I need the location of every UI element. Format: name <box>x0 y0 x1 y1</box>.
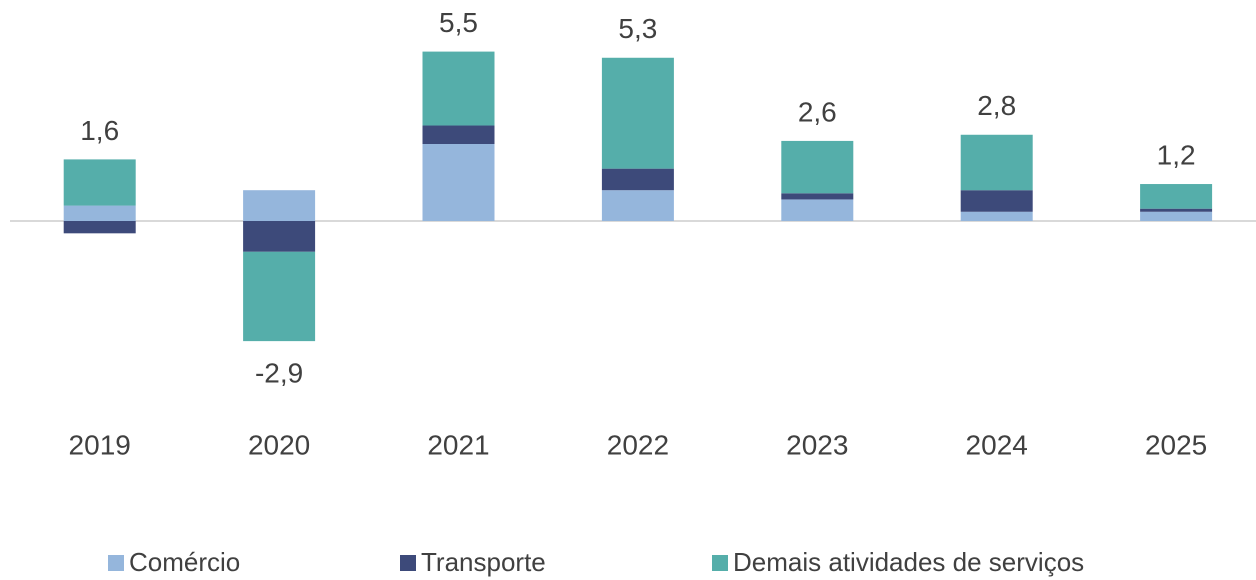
bar-segment <box>781 199 854 221</box>
bar-segment <box>422 144 495 221</box>
bar-segment <box>1140 211 1213 221</box>
x-tick-label: 2021 <box>427 429 489 460</box>
bar-segment <box>960 211 1033 221</box>
bar-segment <box>243 221 316 252</box>
x-tick-label: 2025 <box>1145 429 1207 460</box>
legend-label: Comércio <box>129 547 240 577</box>
legend-swatch <box>108 555 124 571</box>
bar-segment <box>601 57 674 169</box>
bar-segment <box>63 221 136 234</box>
bar-segment <box>243 251 316 342</box>
legend-label: Demais atividades de serviços <box>733 547 1084 577</box>
bar-segment <box>63 159 136 206</box>
bar-segment <box>960 190 1033 212</box>
legend-swatch <box>712 555 728 571</box>
bar-segment <box>601 190 674 221</box>
total-label: 1,6 <box>80 115 119 146</box>
total-label: 5,3 <box>618 13 657 44</box>
x-tick-label: 2019 <box>69 429 131 460</box>
x-tick-label: 2024 <box>966 429 1028 460</box>
bar-segment <box>63 205 136 221</box>
total-label: 5,5 <box>439 7 478 38</box>
total-label: 1,2 <box>1157 139 1196 170</box>
x-tick-label: 2023 <box>786 429 848 460</box>
bar-segment <box>422 125 495 144</box>
bar-segment <box>422 51 495 126</box>
x-tick-label: 2020 <box>248 429 310 460</box>
bar-segment <box>781 193 854 200</box>
bar-segment <box>781 140 854 194</box>
bar-segment <box>1140 184 1213 209</box>
total-label: -2,9 <box>255 358 303 389</box>
bar-segment <box>243 190 316 221</box>
bar-segment <box>960 134 1033 191</box>
bar-segment <box>1140 208 1213 212</box>
total-label: 2,6 <box>798 96 837 127</box>
legend-label: Transporte <box>421 547 546 577</box>
x-tick-label: 2022 <box>607 429 669 460</box>
legend-swatch <box>400 555 416 571</box>
bar-segment <box>601 168 674 191</box>
total-label: 2,8 <box>977 90 1016 121</box>
